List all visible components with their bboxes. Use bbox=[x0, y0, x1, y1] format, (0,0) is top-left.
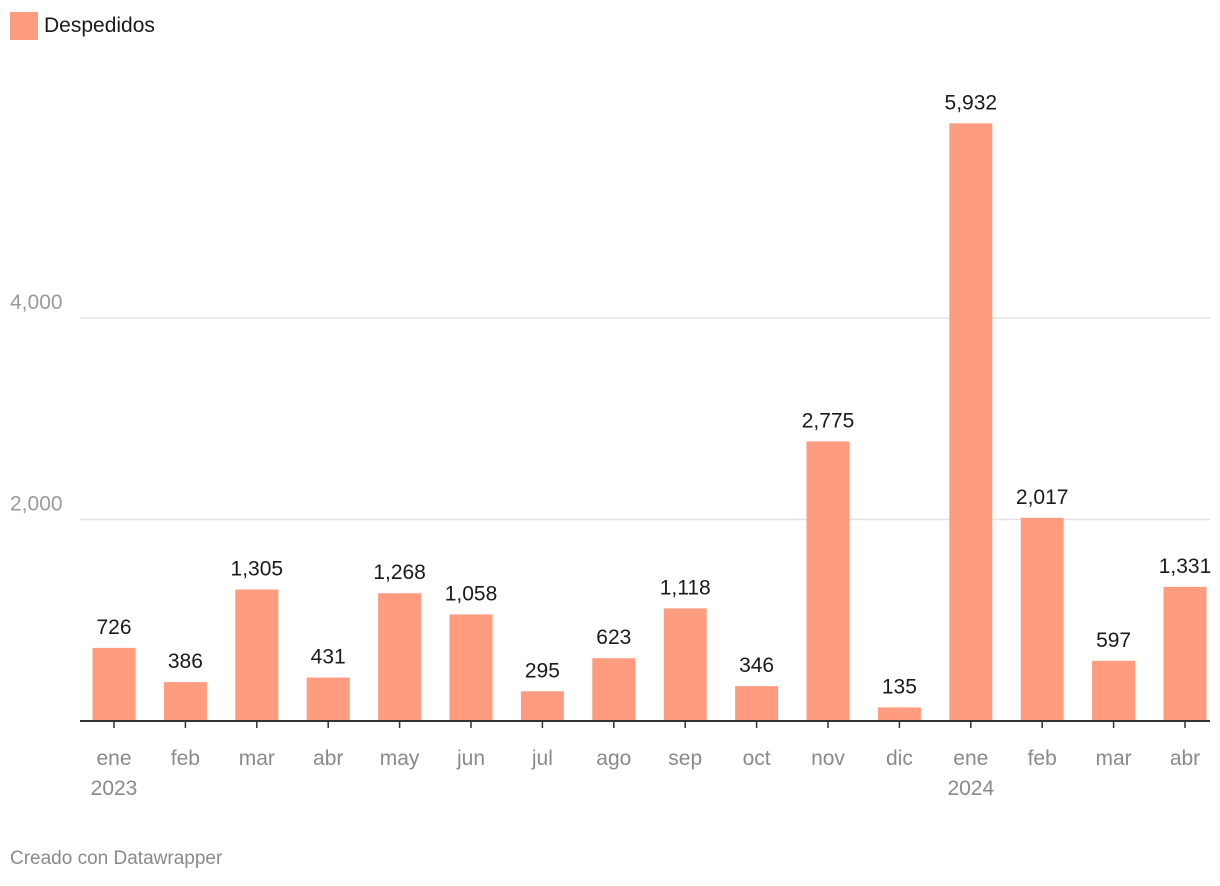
bar bbox=[1020, 517, 1064, 721]
x-tick-label: 2023 bbox=[91, 777, 138, 800]
y-tick-label: 4,000 bbox=[10, 291, 63, 314]
x-tick-label: ene bbox=[953, 747, 988, 770]
x-tick-label: 2024 bbox=[947, 777, 994, 800]
bar bbox=[949, 123, 993, 721]
bar bbox=[877, 707, 921, 721]
data-label: 5,932 bbox=[945, 91, 998, 114]
x-tick-label: feb bbox=[171, 747, 200, 770]
bar bbox=[92, 647, 136, 721]
data-label: 1,305 bbox=[231, 558, 284, 581]
data-label: 2,775 bbox=[802, 409, 855, 432]
bar bbox=[306, 677, 350, 721]
bar bbox=[806, 441, 850, 721]
x-tick-label: feb bbox=[1028, 747, 1057, 770]
x-tick-label: abr bbox=[313, 747, 343, 770]
data-label: 295 bbox=[525, 659, 560, 682]
bar bbox=[378, 593, 422, 721]
data-label: 386 bbox=[168, 650, 203, 673]
bar bbox=[1163, 586, 1207, 721]
data-label: 346 bbox=[739, 654, 774, 677]
x-tick-label: mar bbox=[239, 747, 275, 770]
bar bbox=[1092, 660, 1136, 721]
data-label: 1,058 bbox=[445, 582, 498, 605]
bar bbox=[520, 691, 564, 721]
data-label: 431 bbox=[311, 646, 346, 669]
legend-swatch bbox=[10, 12, 38, 40]
data-label: 726 bbox=[96, 616, 131, 639]
x-tick-label: mar bbox=[1096, 747, 1132, 770]
data-label: 1,118 bbox=[660, 576, 711, 599]
legend-label: Despedidos bbox=[44, 14, 155, 37]
x-tick-label: may bbox=[380, 747, 420, 770]
bar bbox=[592, 658, 636, 721]
x-tick-label: abr bbox=[1170, 747, 1200, 770]
x-tick-label: nov bbox=[811, 747, 845, 770]
x-tick-label: oct bbox=[743, 747, 771, 770]
bar bbox=[235, 589, 279, 721]
data-label: 2,017 bbox=[1016, 486, 1069, 509]
bar bbox=[735, 686, 779, 721]
footer-credit: Creado con Datawrapper bbox=[10, 848, 223, 869]
bar bbox=[163, 682, 207, 721]
data-label: 597 bbox=[1096, 629, 1131, 652]
x-tick-label: sep bbox=[668, 747, 702, 770]
data-label: 1,331 bbox=[1159, 555, 1212, 578]
y-tick-label: 2,000 bbox=[10, 493, 63, 516]
x-tick-label: dic bbox=[886, 747, 913, 770]
data-label: 623 bbox=[596, 626, 631, 649]
x-tick-label: ago bbox=[596, 747, 631, 770]
x-tick-label: jul bbox=[531, 747, 553, 770]
legend: Despedidos bbox=[10, 12, 155, 40]
bar bbox=[663, 608, 707, 721]
data-label: 1,268 bbox=[373, 561, 426, 584]
x-tick-label: jun bbox=[456, 747, 485, 770]
bar bbox=[449, 614, 493, 721]
x-tick-label: ene bbox=[96, 747, 131, 770]
data-label: 135 bbox=[882, 675, 917, 698]
